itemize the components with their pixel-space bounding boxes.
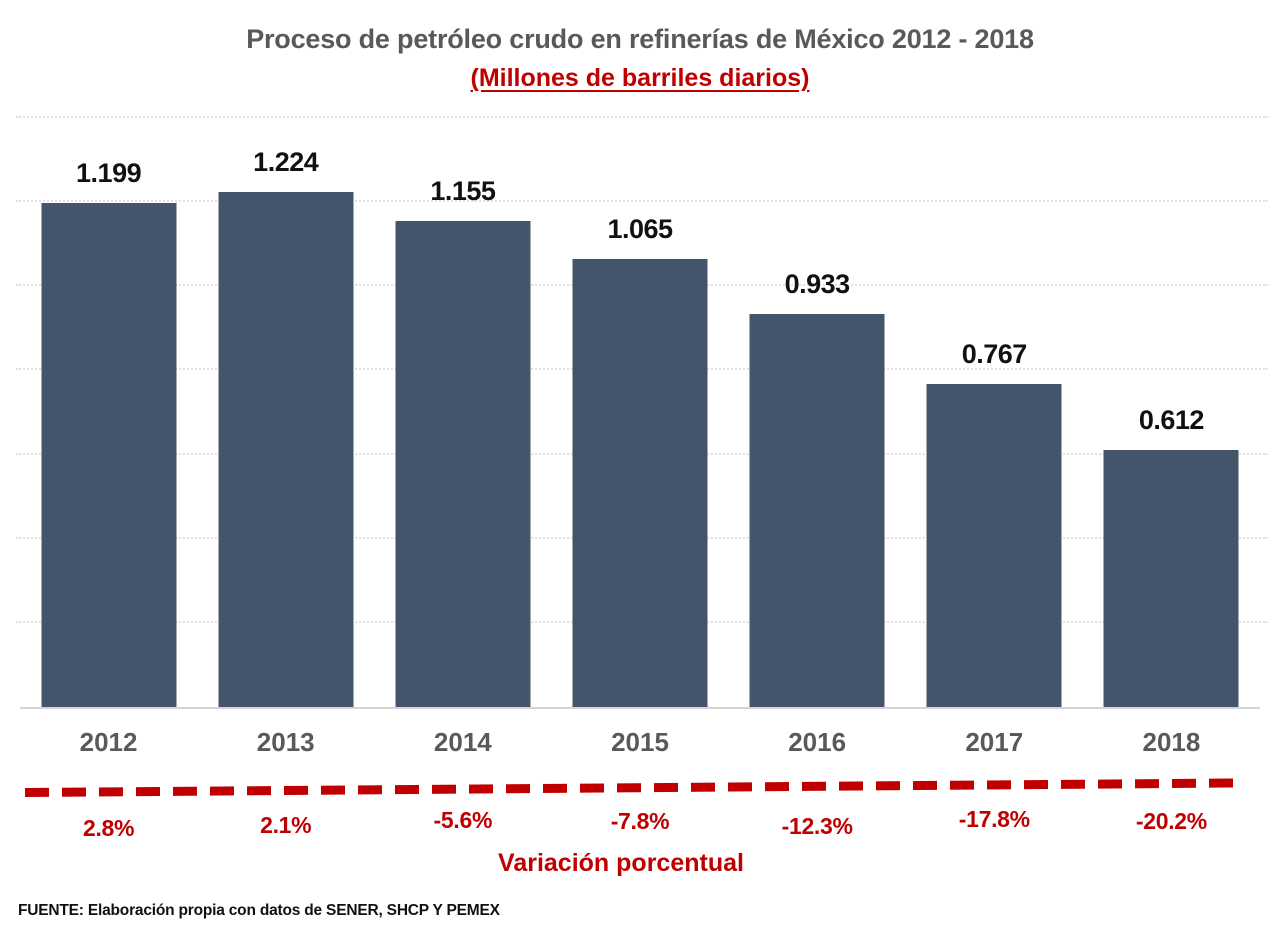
bar-2013 — [218, 192, 354, 707]
x-axis-label-2017: 2017 — [965, 727, 1024, 757]
variation-axis-title: Variación porcentual — [498, 849, 744, 877]
bar-value-label-2014: 1.155 — [430, 176, 496, 207]
bar-value-label-2016: 0.933 — [784, 269, 851, 300]
bar-value-label-2013: 1.224 — [253, 147, 319, 178]
bar-column-2018: 0.612 — [1083, 118, 1260, 707]
x-axis-label-2016: 2016 — [788, 727, 847, 757]
variation-label-2018: -20.2% — [1135, 808, 1207, 834]
variation-label-2013: 2.1% — [260, 812, 312, 838]
bar-2015 — [572, 258, 708, 707]
bar-column-2014: 1.155 — [374, 118, 551, 707]
gridline — [16, 200, 1268, 203]
variation-label-2016: -12.3% — [781, 813, 853, 839]
source-note: FUENTE: Elaboración propia con datos de … — [18, 902, 500, 919]
bar-column-2017: 0.767 — [906, 118, 1083, 707]
variation-label-2014: -5.6% — [433, 807, 493, 833]
bar-2014 — [395, 221, 531, 707]
bar-column-2016: 0.933 — [729, 118, 906, 707]
x-axis-label-2015: 2015 — [611, 727, 669, 757]
x-axis-label-2013: 2013 — [256, 727, 315, 757]
bar-value-label-2018: 0.612 — [1138, 404, 1205, 435]
bar-2018 — [1103, 449, 1239, 707]
bar-2012 — [41, 202, 177, 707]
plot-area: 1.199 1.224 1.155 1.065 0.933 0.767 0.612 — [16, 116, 1268, 709]
chart-title: Proceso de petróleo crudo en refinerías … — [246, 24, 1034, 54]
chart-subtitle: (Millones de barriles diarios) — [470, 64, 810, 92]
bar-2016 — [749, 314, 885, 707]
trend-dashed-line — [24, 778, 1243, 797]
bar-column-2013: 1.224 — [197, 118, 374, 707]
bar-column-2015: 1.065 — [551, 118, 728, 707]
gridline — [16, 116, 1268, 118]
bar-value-label-2012: 1.199 — [76, 157, 142, 188]
x-axis-label-2018: 2018 — [1142, 727, 1201, 757]
x-axis-label-2012: 2012 — [79, 727, 138, 757]
x-axis-label-2014: 2014 — [433, 727, 492, 757]
variation-label-2015: -7.8% — [610, 808, 670, 834]
bar-value-label-2015: 1.065 — [607, 213, 673, 244]
variation-label-2012: 2.8% — [82, 815, 135, 841]
bar-column-2012: 1.199 — [20, 118, 197, 707]
bar-value-label-2017: 0.767 — [961, 339, 1028, 370]
bar-2017 — [926, 384, 1062, 707]
variation-label-2017: -17.8% — [958, 806, 1030, 832]
